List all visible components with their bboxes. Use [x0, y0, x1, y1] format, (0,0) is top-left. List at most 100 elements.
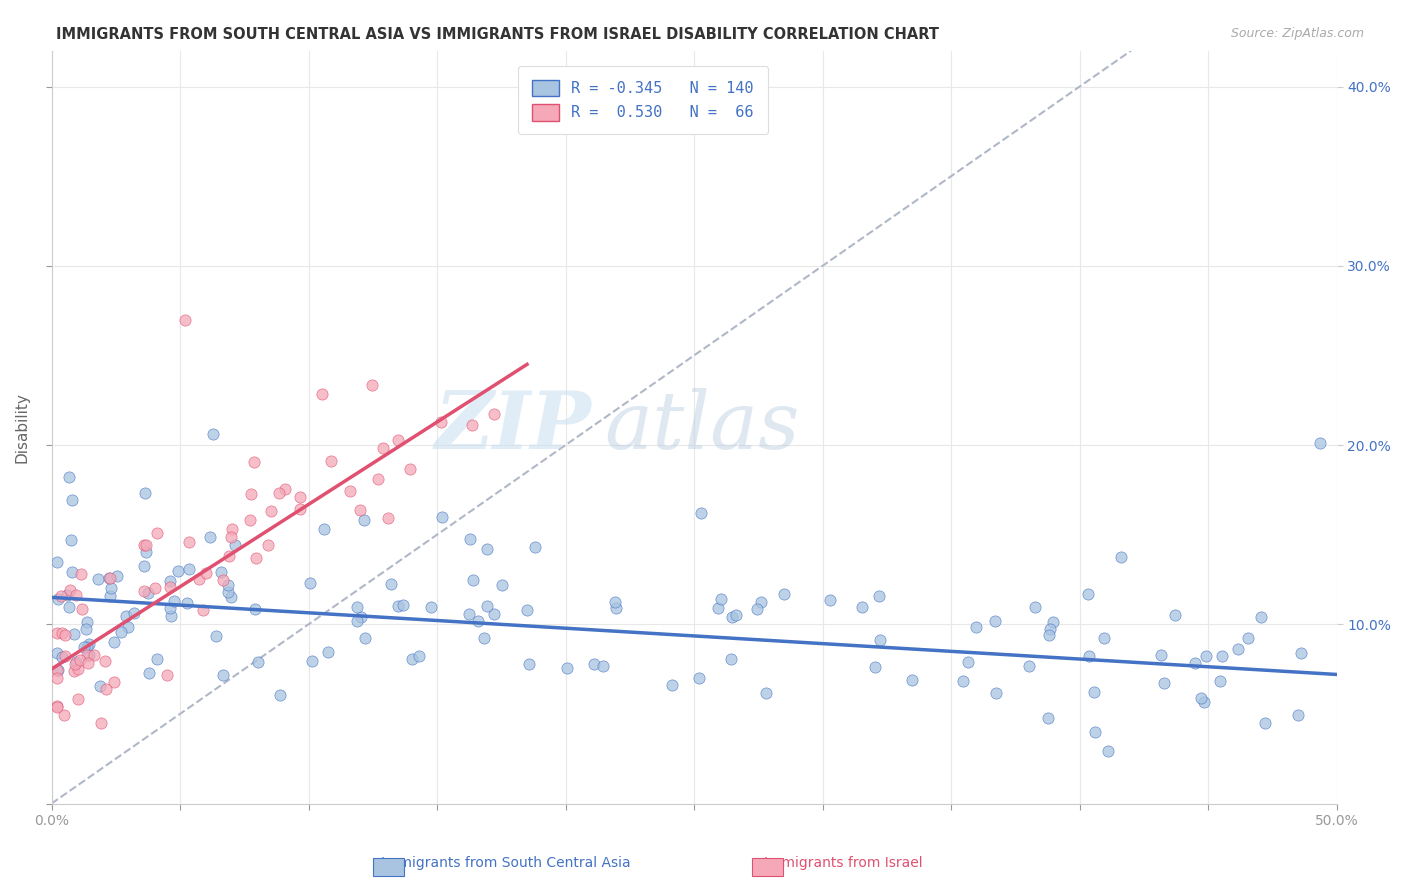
Point [380, 576, 402, 591]
Point [76, 615, 98, 629]
Point [89, 679, 111, 693]
Point [105, 568, 128, 582]
Point [209, 566, 232, 580]
Point [45, 625, 67, 640]
Point [163, 594, 186, 608]
Point [900, 673, 922, 688]
Point [1250, 610, 1272, 624]
Point [339, 483, 361, 498]
Point [555, 661, 578, 675]
Point [45, 672, 67, 686]
Point [224, 538, 246, 552]
Point [707, 600, 730, 615]
Point [110, 624, 132, 639]
Point [63, 657, 86, 671]
Point [45, 555, 67, 569]
Point [430, 416, 453, 430]
Point [458, 607, 481, 622]
Point [516, 603, 538, 617]
Point [58, 600, 80, 615]
Point [76, 640, 98, 654]
Point [70, 566, 93, 581]
Point [1084, 724, 1107, 739]
Point [219, 590, 242, 604]
Point [83, 648, 105, 662]
Point [1018, 659, 1040, 673]
Point [353, 513, 375, 527]
Point [58, 470, 80, 484]
Point [301, 654, 323, 668]
Point [260, 504, 283, 518]
Point [48, 663, 70, 677]
Point [1211, 649, 1233, 664]
Point [159, 574, 181, 588]
Point [458, 532, 481, 546]
Point [360, 378, 382, 392]
Point [51, 626, 73, 640]
Point [984, 615, 1007, 629]
Point [1189, 690, 1212, 705]
Point [53, 628, 76, 642]
Point [408, 648, 430, 663]
Point [482, 607, 505, 621]
Point [69, 652, 91, 666]
Point [156, 667, 179, 681]
Point [212, 668, 235, 682]
Point [1039, 622, 1062, 636]
Text: Immigrants from South Central Asia: Immigrants from South Central Asia [381, 855, 631, 870]
Point [311, 387, 333, 401]
Point [132, 584, 155, 599]
Point [399, 462, 422, 476]
Point [135, 545, 157, 559]
Y-axis label: Disability: Disability [15, 392, 30, 463]
Point [243, 455, 266, 469]
Point [709, 591, 731, 606]
Point [65, 588, 87, 602]
Point [60, 566, 83, 580]
Point [67, 662, 90, 676]
Point [863, 660, 886, 674]
Point [221, 522, 243, 536]
Point [53, 648, 76, 663]
Point [117, 620, 139, 634]
Point [103, 674, 125, 689]
Point [138, 665, 160, 680]
Point [605, 595, 627, 609]
Point [430, 509, 453, 524]
Point [65, 655, 87, 669]
Point [724, 607, 747, 622]
Point [205, 629, 228, 643]
Point [820, 593, 842, 607]
Point [159, 600, 181, 615]
Point [1227, 642, 1250, 657]
Point [952, 673, 974, 688]
Point [956, 655, 979, 669]
Point [77, 637, 100, 651]
Point [1038, 711, 1060, 725]
Point [377, 511, 399, 525]
Point [401, 652, 423, 666]
Point [690, 506, 713, 520]
Point [122, 607, 145, 621]
Point [387, 433, 409, 447]
Point [194, 566, 217, 580]
Point [274, 482, 297, 496]
Point [59, 533, 82, 547]
Point [1097, 744, 1119, 758]
Point [159, 580, 181, 594]
Point [1153, 676, 1175, 690]
Point [87, 572, 110, 586]
Point [605, 600, 627, 615]
Point [1150, 648, 1173, 662]
Point [75, 622, 97, 636]
Point [257, 539, 280, 553]
Point [202, 427, 225, 442]
Point [1309, 436, 1331, 450]
Point [46, 700, 69, 714]
Point [1286, 708, 1309, 723]
Legend: R = -0.345   N = 140, R =  0.530   N =  66: R = -0.345 N = 140, R = 0.530 N = 66 [517, 66, 768, 135]
Point [114, 609, 136, 624]
Point [290, 501, 312, 516]
Point [59, 583, 82, 598]
Point [1109, 549, 1132, 564]
